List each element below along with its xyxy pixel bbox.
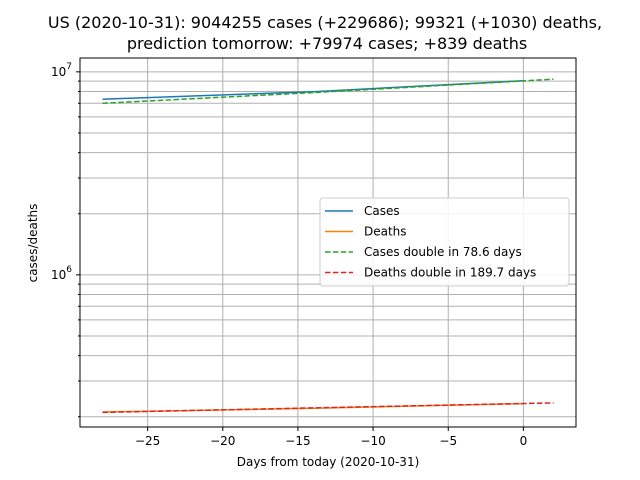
y-tick-label: 106 [51, 265, 72, 282]
chart-title-line-2: prediction tomorrow: +79974 cases; +839 … [127, 34, 527, 53]
x-tick-label: 0 [520, 434, 528, 448]
x-tick-label: −5 [439, 434, 457, 448]
plot-frame [79, 57, 577, 428]
y-tick-label: 107 [51, 62, 72, 79]
x-tick-label: −20 [210, 434, 235, 448]
x-tick-label: −25 [135, 434, 160, 448]
legend-label-1: Deaths [364, 225, 407, 239]
legend-box [319, 197, 570, 287]
legend-label-3: Deaths double in 189.7 days [364, 266, 536, 280]
legend: Cases Deaths Cases double in 78.6 days Deat… [319, 197, 570, 287]
ticks: −25 −20 −15 −10 −5 0 106 107 [51, 62, 527, 448]
series-group [102, 78, 554, 414]
legend-label-2: Cases double in 78.6 days [364, 245, 522, 259]
legend-label-0: Cases [364, 204, 400, 218]
series-line-3 [102, 402, 554, 414]
series-line-2 [102, 78, 554, 105]
chart-title-line-1: US (2020-10-31): 9044255 cases (+229686)… [48, 13, 602, 32]
y-axis-label: cases/deaths [26, 204, 40, 283]
x-tick-label: −15 [285, 434, 310, 448]
x-tick-label: −10 [360, 434, 385, 448]
x-axis-label: Days from today (2020-10-31) [237, 455, 420, 469]
